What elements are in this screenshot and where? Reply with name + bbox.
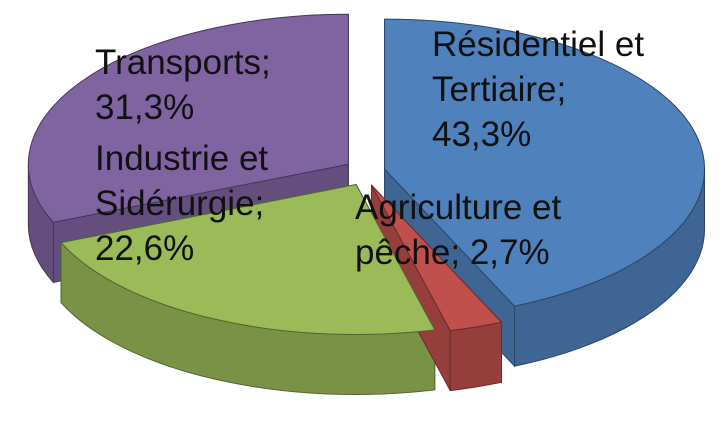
category-label: Résidentiel et Tertiaire; — [432, 25, 645, 109]
slice-label: Agriculture et pêche; 2,7% — [355, 185, 630, 275]
slice-label: Transports; 31,3% — [95, 40, 320, 130]
value-label: 43,3% — [432, 115, 532, 154]
value-label: 2,7% — [469, 233, 550, 272]
slice — [27, 13, 349, 223]
category-label: Transports; — [95, 43, 271, 82]
category-label: Agriculture et pêche; — [355, 188, 562, 272]
value-label: 31,3% — [95, 88, 195, 127]
slice — [371, 184, 503, 332]
slice — [384, 18, 706, 307]
slice-label: Industrie et Sidérurgie; 22,6% — [95, 136, 320, 271]
category-label: Industrie et Sidérurgie; — [95, 139, 269, 223]
slice-label: Résidentiel et Tertiaire; 43,3% — [432, 22, 717, 157]
slice-tops — [27, 13, 706, 336]
value-label: 22,6% — [95, 229, 195, 268]
slice — [60, 183, 436, 336]
slice-outer-side — [449, 321, 503, 392]
